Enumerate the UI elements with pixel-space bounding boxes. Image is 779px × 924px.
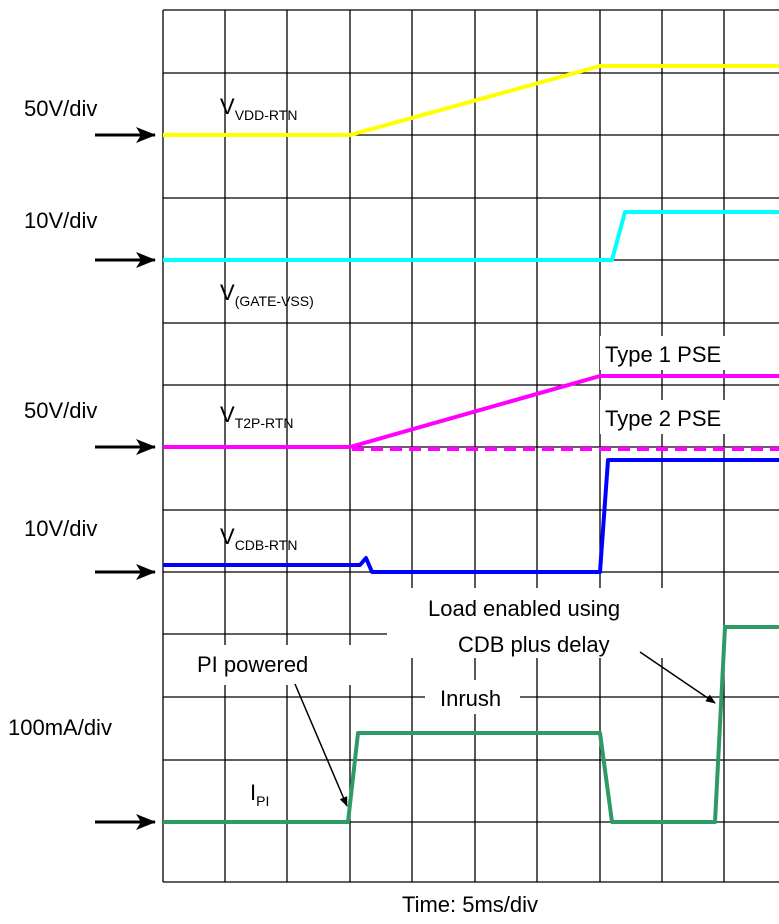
scale-label: 50V/div (24, 96, 97, 121)
annotation: Load enabled using (428, 596, 620, 621)
x-axis-label: Time: 5ms/div (402, 892, 538, 917)
annotation: Type 1 PSE (605, 342, 721, 367)
trace-label: VVDD-RTN (220, 94, 297, 123)
trace-label: IPI (250, 780, 269, 809)
trace-label: VCDB-RTN (220, 524, 297, 553)
trace-label: VT2P-RTN (220, 402, 294, 431)
trace-cdb (163, 458, 779, 574)
scale-labels: 50V/div 10V/div 50V/div 10V/div 100mA/di… (8, 96, 112, 740)
trace-t2p-type1 (163, 374, 779, 449)
scale-label: 10V/div (24, 208, 97, 233)
trace-labels: VVDD-RTN V(GATE-VSS) VT2P-RTN VCDB-RTN I… (220, 94, 314, 809)
trace-vdd (163, 64, 779, 137)
trace-ipi (163, 625, 779, 824)
ground-arrows (95, 127, 156, 830)
annotation: Type 2 PSE (605, 406, 721, 431)
trace-label: V(GATE-VSS) (220, 280, 314, 309)
scale-label: 10V/div (24, 516, 97, 541)
pointer-arrow (639, 651, 716, 704)
annotation: Inrush (440, 686, 501, 711)
scale-label: 50V/div (24, 398, 97, 423)
annotations: Type 1 PSE Type 2 PSE Load enabled using… (197, 342, 721, 807)
annotation: PI powered (197, 652, 308, 677)
annotation: CDB plus delay (458, 632, 610, 657)
scale-label: 100mA/div (8, 715, 112, 740)
pointer-arrow (294, 683, 348, 807)
trace-gate (163, 210, 779, 262)
